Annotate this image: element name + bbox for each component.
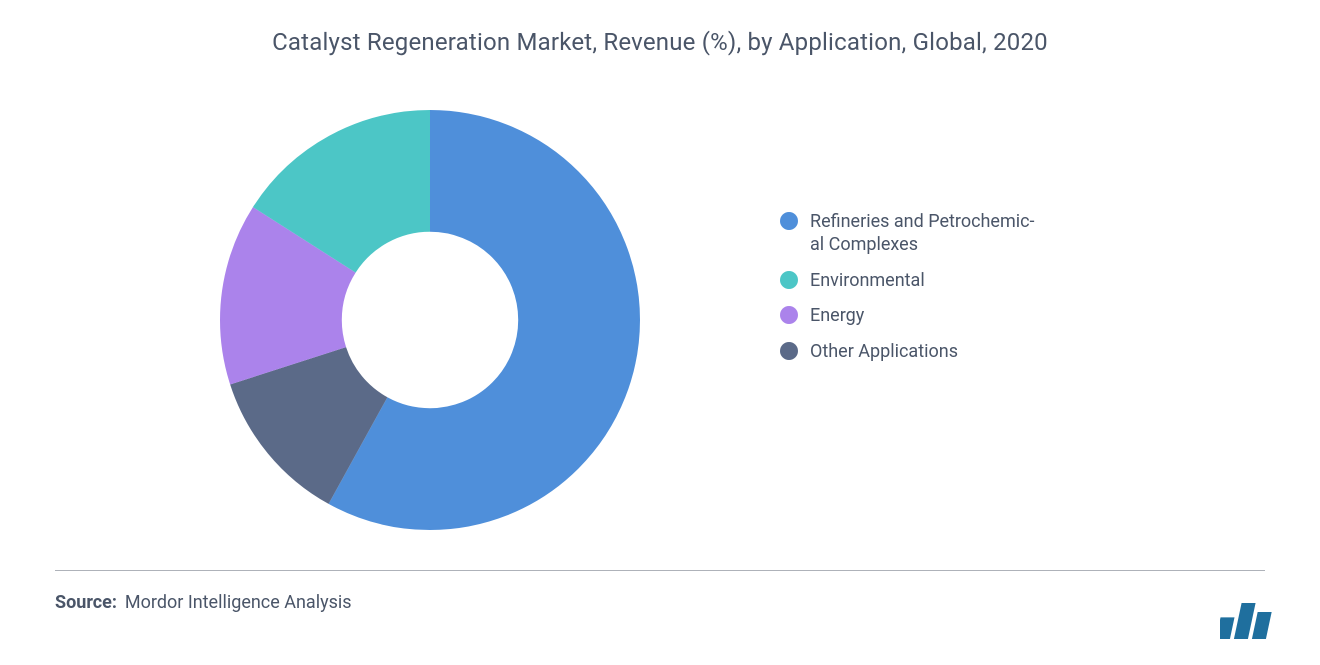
divider (55, 570, 1265, 571)
chart-title: Catalyst Regeneration Market, Revenue (%… (0, 28, 1320, 56)
logo-bar (1234, 603, 1256, 639)
source-label: Source: (55, 592, 117, 613)
source-line: Source: Mordor Intelligence Analysis (55, 592, 352, 613)
brand-logo-icon (1220, 601, 1280, 641)
legend-swatch-energy (780, 306, 798, 324)
donut-svg (220, 110, 640, 530)
legend-swatch-environmental (780, 271, 798, 289)
legend: Refineries and Petrochemic-al Complexes E… (780, 210, 1080, 375)
legend-item-environmental: Environmental (780, 269, 1080, 292)
donut-chart (220, 110, 640, 530)
logo-bar (1252, 612, 1272, 639)
legend-item-energy: Energy (780, 304, 1080, 327)
source-text: Mordor Intelligence Analysis (125, 592, 352, 613)
legend-swatch-refineries (780, 212, 798, 230)
legend-label-environmental: Environmental (810, 269, 925, 292)
legend-label-refineries: Refineries and Petrochemic-al Complexes (810, 210, 1035, 257)
logo-bar (1220, 617, 1235, 639)
legend-label-energy: Energy (810, 304, 864, 327)
legend-label-other: Other Applications (810, 340, 958, 363)
legend-item-refineries: Refineries and Petrochemic-al Complexes (780, 210, 1080, 257)
legend-swatch-other (780, 342, 798, 360)
legend-item-other: Other Applications (780, 340, 1080, 363)
